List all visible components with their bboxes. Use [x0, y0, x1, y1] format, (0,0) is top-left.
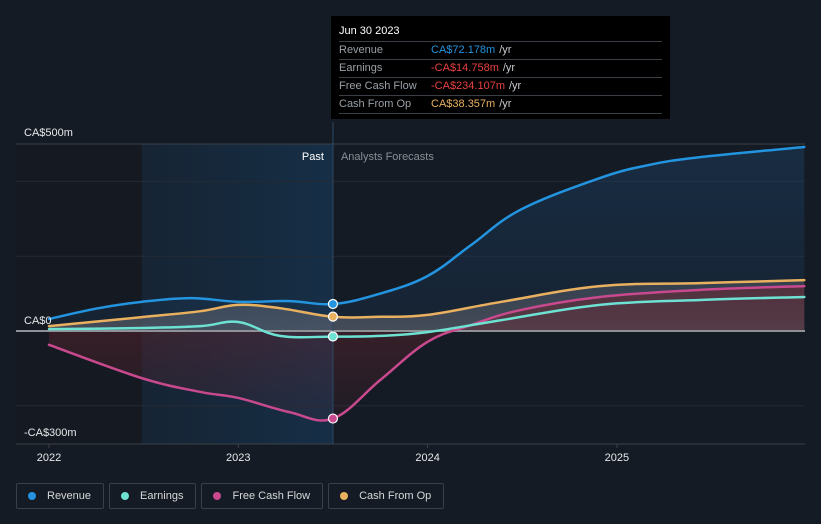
tooltip-row: Cash From Op CA$38.357m/yr — [339, 96, 662, 114]
series-lines — [47, 145, 806, 422]
legend-dot-icon — [340, 492, 349, 500]
past-label: Past — [302, 151, 324, 163]
tooltip-label: Free Cash Flow — [339, 80, 417, 92]
revenue-marker — [327, 298, 339, 310]
tooltip-date: Jun 30 2023 — [339, 24, 662, 42]
x-tick-label: 2023 — [226, 452, 250, 464]
x-tick-label: 2025 — [605, 452, 629, 464]
analysts-forecasts-label: Analysts Forecasts — [341, 151, 434, 163]
cash-from-op-marker — [327, 311, 339, 322]
revenue-line — [47, 145, 806, 321]
tooltip-value: CA$72.178m — [431, 44, 496, 56]
left-shade — [16, 144, 142, 444]
legend-item-revenue[interactable]: Revenue — [16, 483, 105, 509]
tooltip-row: Earnings -CA$14.758m/yr — [339, 60, 662, 78]
legend-item-earnings[interactable]: Earnings — [109, 483, 197, 509]
tooltip-value: -CA$234.107m — [431, 80, 505, 92]
tooltip-row: Revenue CA$72.178m/yr — [339, 42, 662, 60]
free-cash-flow-line — [47, 284, 806, 422]
y-tick-label: -CA$300m — [24, 427, 77, 439]
x-tick-label: 2022 — [37, 452, 61, 464]
y-tick-label: CA$500m — [24, 127, 73, 139]
tooltip: Jun 30 2023 Revenue CA$72.178m/yr Earnings… — [331, 16, 670, 119]
tooltip-row: Free Cash Flow -CA$234.107m/yr — [339, 78, 662, 96]
tooltip-unit: /yr — [499, 98, 512, 110]
cash-from-op-line — [47, 278, 806, 328]
legend-dot-icon — [121, 492, 130, 500]
tooltip-label: Revenue — [339, 44, 384, 56]
x-tick-label: 2024 — [415, 452, 439, 464]
y-tick-labels: CA$500m CA$0 -CA$300m — [24, 127, 77, 439]
legend-dot-icon — [213, 492, 222, 500]
tooltip-label: Cash From Op — [339, 98, 412, 110]
x-tick-labels: 2022 2023 2024 2025 — [37, 444, 629, 464]
legend-label: Revenue — [47, 490, 92, 502]
legend-label: Cash From Op — [359, 490, 432, 502]
tooltip-unit: /yr — [502, 62, 516, 74]
earnings-line — [47, 295, 806, 339]
legend-label: Earnings — [140, 490, 184, 502]
tooltip-unit: /yr — [499, 44, 512, 56]
tooltip-label: Earnings — [339, 62, 383, 74]
highlight-markers — [327, 298, 339, 424]
free-cash-flow-area — [49, 286, 805, 421]
legend-label: Free Cash Flow — [232, 490, 311, 502]
free-cash-flow-marker — [327, 413, 339, 424]
y-tick-label: CA$0 — [24, 315, 52, 327]
earnings-marker — [327, 331, 339, 342]
tooltip-unit: /yr — [509, 80, 522, 92]
legend-item-cash-from-op[interactable]: Cash From Op — [328, 483, 445, 509]
legend-dot-icon — [28, 492, 36, 500]
legend-item-free-cash-flow[interactable]: Free Cash Flow — [201, 483, 324, 509]
tooltip-value: CA$38.357m — [431, 98, 496, 110]
tooltip-value: -CA$14.758m — [431, 62, 499, 74]
legend: Revenue Earnings Free Cash Flow Cash From O… — [16, 483, 445, 509]
